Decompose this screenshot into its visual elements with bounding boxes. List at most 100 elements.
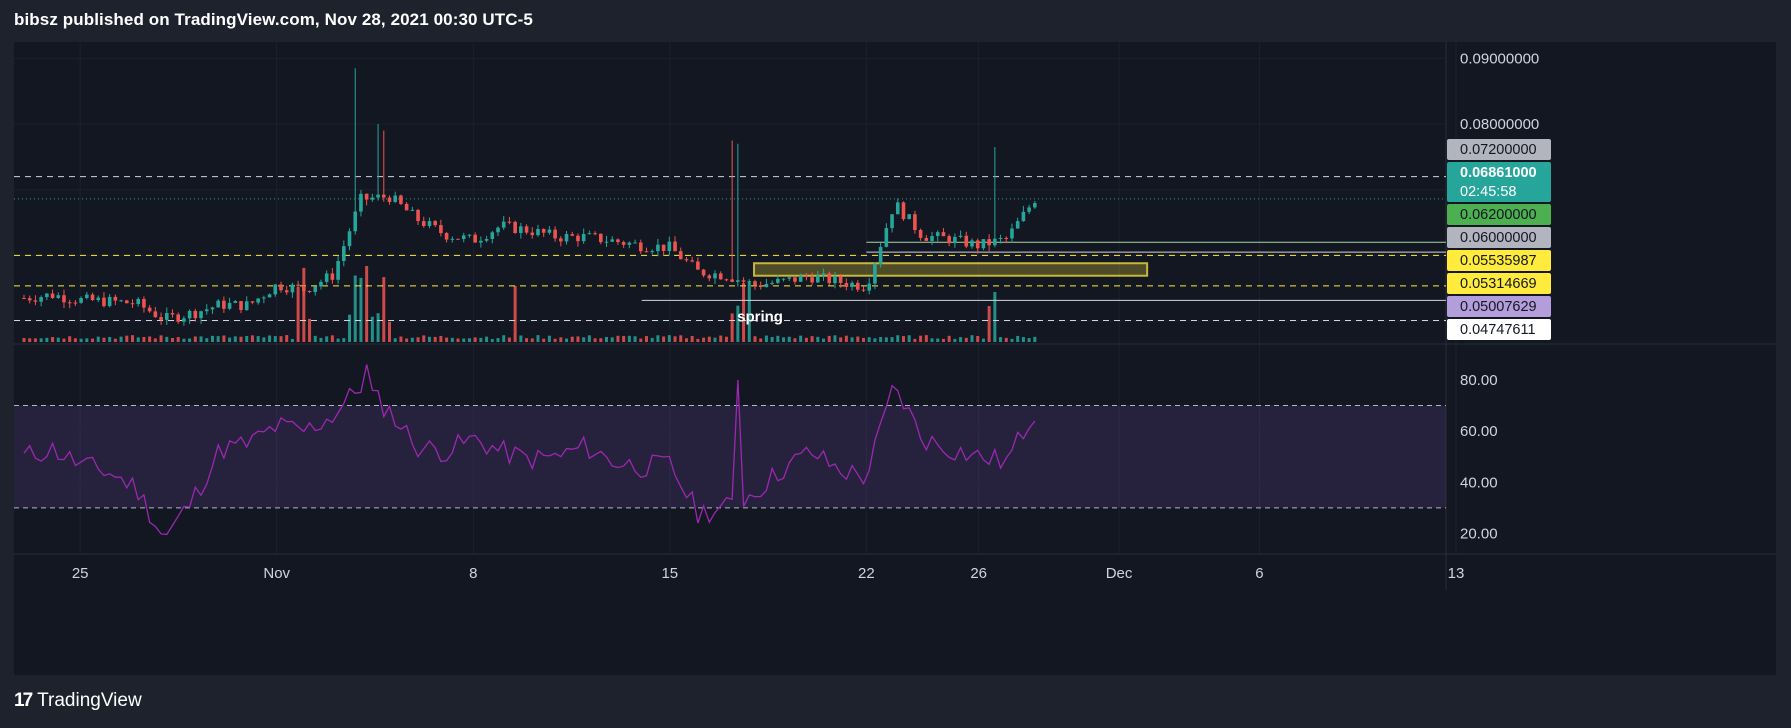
candle-body (598, 233, 603, 243)
price-badge-text: 0.06200000 (1460, 207, 1537, 223)
volume-bar (873, 338, 877, 342)
volume-bar (684, 338, 688, 342)
volume-bar (633, 336, 637, 342)
volume-bar (239, 336, 243, 342)
volume-bar (490, 338, 494, 342)
time-axis-label: 22 (858, 565, 875, 582)
volume-bar (519, 335, 523, 342)
price-badge: 0.05314669 (1447, 273, 1551, 294)
candle-body (690, 260, 694, 262)
candle-body (444, 233, 449, 240)
volume-bar (650, 337, 654, 342)
volume-bar (353, 275, 357, 342)
volume-bar (822, 338, 826, 342)
volume-bar (553, 338, 557, 342)
volume-bar (547, 335, 551, 342)
candle-body (753, 281, 757, 286)
candle-body (50, 293, 55, 298)
volume-bar (125, 335, 129, 342)
candle-body (724, 279, 729, 281)
candle-body (770, 282, 774, 284)
volume-bar (485, 336, 489, 342)
volume-bar (28, 338, 32, 342)
candle-body (79, 298, 83, 303)
candle-body (387, 197, 392, 202)
candle-body (296, 284, 300, 286)
volume-bar (33, 338, 37, 342)
candle-body (581, 233, 586, 242)
volume-bar (719, 335, 723, 342)
candle-body (501, 221, 506, 228)
volume-bar (565, 338, 569, 342)
volume-bar (901, 336, 905, 342)
candle-body (479, 240, 483, 243)
volume-bar (308, 318, 312, 342)
rsi-scale-label: 80.00 (1460, 372, 1498, 389)
volume-bar (867, 337, 871, 342)
candle-body (330, 273, 335, 280)
volume-bar (62, 338, 66, 342)
price-scale-label: 0.08000000 (1460, 116, 1539, 133)
volume-bar (199, 336, 203, 342)
volume-bar (679, 335, 683, 342)
candle-body (884, 228, 889, 247)
volume-bar (382, 277, 386, 342)
candle-body (439, 225, 443, 234)
price-badge-text: 0.05314669 (1460, 276, 1537, 292)
candle-body (895, 202, 900, 215)
volume-bar (1033, 336, 1037, 342)
candle-body (233, 301, 238, 303)
volume-bar (473, 337, 477, 342)
chart-area[interactable]: spring 0.09000000 0.08000000 0.07200000 0.06… (14, 42, 1776, 675)
volume-bar (159, 335, 163, 342)
volume-bar (804, 337, 808, 342)
volume-bar (536, 335, 540, 342)
price-badge-bg (1447, 273, 1551, 294)
volume-bar (793, 338, 797, 342)
candle-body (342, 246, 346, 262)
tradingview-brand-text: TradingView (37, 690, 142, 711)
volume-bar (399, 336, 403, 342)
chart-svg[interactable]: spring 0.09000000 0.08000000 0.07200000 0.06… (14, 42, 1776, 675)
candle-body (747, 281, 752, 283)
time-axis-label: 26 (970, 565, 987, 582)
candle-body (781, 278, 786, 280)
volume-bar (182, 338, 186, 342)
candle-body (1015, 221, 1020, 229)
candle-body (541, 228, 546, 233)
volume-bar (68, 336, 72, 342)
candle-body (867, 283, 872, 291)
volume-bar (947, 335, 951, 342)
volume-bar (930, 338, 934, 342)
volume-bar (393, 338, 397, 342)
volume-bar (450, 337, 454, 342)
candle-body (136, 298, 141, 305)
candle-body (113, 296, 118, 301)
tradingview-logo-icon: 17 (14, 690, 33, 711)
volume-bar (502, 335, 506, 342)
candle-body (941, 232, 946, 237)
candle-body (421, 221, 426, 227)
footer-brand[interactable]: 17 TradingView (14, 690, 142, 712)
volume-bar (256, 336, 260, 342)
volume-bar (165, 336, 169, 342)
candle-body (656, 244, 660, 252)
volume-bar (273, 336, 277, 342)
candle-body (673, 241, 677, 252)
candle-body (182, 318, 186, 322)
price-badge-bg (1447, 319, 1551, 340)
price-badge-text: 0.04747611 (1460, 322, 1536, 338)
candle-body (547, 229, 552, 233)
candle-body (319, 281, 323, 287)
volume-bar (1016, 335, 1020, 342)
volume-bar (644, 336, 648, 342)
volume-bar (507, 337, 511, 342)
candle-body (147, 307, 152, 312)
time-axis-label: 25 (72, 565, 89, 582)
candle-body (855, 282, 860, 290)
candle-body (821, 273, 826, 276)
volume-bar (861, 337, 865, 342)
candle-body (616, 239, 620, 243)
volume-bar (656, 335, 660, 342)
candle-body (850, 282, 854, 287)
